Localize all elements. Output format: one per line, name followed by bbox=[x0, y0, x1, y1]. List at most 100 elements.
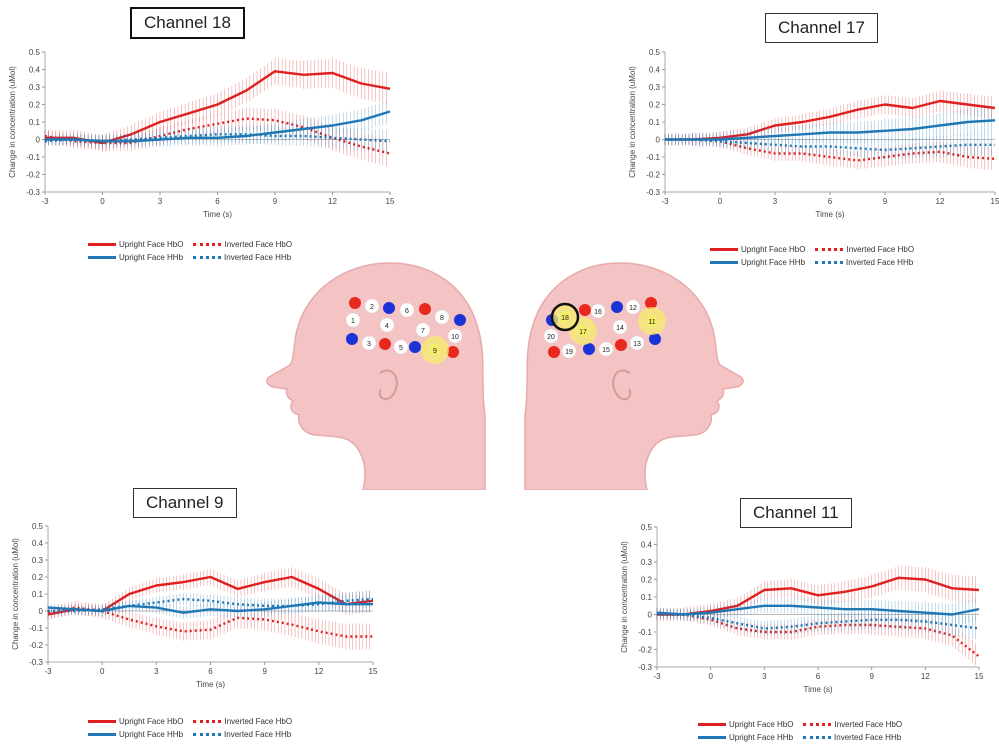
channel-label: 16 bbox=[594, 309, 602, 316]
channel-label: 19 bbox=[565, 349, 573, 356]
head-left-silhouette bbox=[266, 262, 486, 490]
legend-upright-hhb: Upright Face HHb bbox=[729, 733, 794, 742]
x-axis-label: Time (s) bbox=[203, 210, 232, 219]
series-line-1 bbox=[657, 613, 980, 658]
y-tick-label: 0.4 bbox=[32, 539, 44, 548]
series-line-0 bbox=[657, 576, 980, 616]
legend-upright-hbo: Upright Face HbO bbox=[729, 720, 794, 729]
legend-swatch-upright-hhb bbox=[698, 736, 726, 739]
chart-title-channel-9: Channel 9 bbox=[133, 488, 237, 518]
x-tick-label: 0 bbox=[100, 197, 105, 206]
y-tick-label: 0.4 bbox=[29, 66, 41, 75]
y-tick-label: 0.4 bbox=[649, 66, 661, 75]
legend-upright-hbo: Upright Face HbO bbox=[119, 717, 184, 726]
legend-swatch-upright-hhb bbox=[88, 256, 116, 259]
x-tick-label: 6 bbox=[208, 667, 213, 676]
x-tick-label: -3 bbox=[661, 197, 669, 206]
y-tick-label: 0.2 bbox=[649, 101, 661, 110]
channel-marker bbox=[543, 328, 559, 344]
channel-label: 15 bbox=[602, 347, 610, 354]
x-tick-label: 3 bbox=[154, 667, 159, 676]
legend-channel-17: Upright Face HbO Inverted Face HbO Uprigh… bbox=[710, 243, 914, 269]
detector-optode bbox=[649, 333, 661, 345]
legend-swatch-inverted-hbo bbox=[803, 723, 832, 726]
y-tick-label: -0.3 bbox=[638, 663, 652, 672]
channel-marker bbox=[561, 343, 577, 359]
chart-title-channel-11: Channel 11 bbox=[740, 498, 852, 528]
legend-swatch-inverted-hhb bbox=[193, 733, 222, 736]
series-line-1 bbox=[44, 117, 391, 155]
selected-channel-ring bbox=[550, 302, 580, 332]
chart-channel-9-plot: 0.5 0.4 0.3 0.2 0.1 0 -0.1 -0.2 -0.3-3 0 3 6 9 12 15 Ti… bbox=[11, 522, 378, 689]
x-tick-label: 6 bbox=[215, 197, 220, 206]
channel-marker bbox=[415, 322, 431, 338]
series-line-0 bbox=[665, 99, 996, 141]
x-tick-label: 9 bbox=[869, 672, 874, 681]
y-tick-label: -0.2 bbox=[29, 641, 43, 650]
x-tick-label: 9 bbox=[262, 667, 267, 676]
x-tick-label: 12 bbox=[328, 197, 337, 206]
x-tick-label: 15 bbox=[975, 672, 984, 681]
channel-marker bbox=[625, 299, 641, 315]
x-tick-label: -3 bbox=[41, 197, 49, 206]
chart-channel-9: 0.5 0.4 0.3 0.2 0.1 0 -0.1 -0.2 -0.3 -3 0 3 6 9 12 15 Ti… bbox=[0, 495, 400, 705]
error-band-0 bbox=[664, 90, 992, 146]
legend-upright-hbo: Upright Face HbO bbox=[741, 245, 806, 254]
ear-right-icon bbox=[612, 369, 632, 401]
series-line-2 bbox=[656, 604, 980, 616]
y-tick-label: 0.5 bbox=[32, 522, 44, 531]
series-line-2 bbox=[45, 110, 391, 143]
y-tick-label: 0 bbox=[648, 611, 653, 620]
x-tick-label: 9 bbox=[273, 197, 278, 206]
legend-channel-18: Upright Face HbO Inverted Face HbO Uprigh… bbox=[88, 238, 292, 264]
y-axis-label: Change in concentration (uMol) bbox=[8, 66, 17, 178]
channel-marker bbox=[557, 309, 573, 325]
channel-marker bbox=[345, 312, 361, 328]
legend-upright-hhb: Upright Face HHb bbox=[119, 253, 184, 262]
legend-swatch-inverted-hhb bbox=[815, 261, 844, 264]
legend-upright-hbo: Upright Face HbO bbox=[119, 240, 184, 249]
legend-swatch-inverted-hbo bbox=[193, 720, 222, 723]
x-tick-label: 15 bbox=[386, 197, 395, 206]
y-tick-label: -0.2 bbox=[638, 646, 652, 655]
y-tick-label: 0.1 bbox=[29, 118, 41, 127]
channel-label: 10 bbox=[451, 334, 459, 341]
channel-label: 14 bbox=[616, 325, 624, 332]
channel-marker bbox=[399, 302, 415, 318]
chart-channel-11-plot: 0.5 0.4 0.3 0.2 0.1 0 -0.1 -0.2 -0.3-3 0 3 6 9 12 15 Ti… bbox=[620, 523, 984, 694]
x-axis-label: Time (s) bbox=[803, 685, 832, 694]
series-line-3 bbox=[48, 597, 374, 613]
channel-marker bbox=[427, 342, 443, 358]
x-axis-label: Time (s) bbox=[196, 680, 225, 689]
y-tick-label: 0.3 bbox=[649, 83, 661, 92]
source-optode bbox=[447, 346, 459, 358]
channel-marker bbox=[434, 309, 450, 325]
channel-marker bbox=[612, 319, 628, 335]
x-tick-label: 15 bbox=[369, 667, 378, 676]
x-tick-label: 12 bbox=[921, 672, 930, 681]
legend-swatch-inverted-hbo bbox=[193, 243, 222, 246]
x-tick-label: 6 bbox=[816, 672, 821, 681]
x-tick-label: 9 bbox=[883, 197, 888, 206]
source-optode bbox=[645, 297, 657, 309]
series-line-2 bbox=[665, 119, 996, 141]
x-tick-label: 0 bbox=[708, 672, 713, 681]
y-tick-label: 0 bbox=[36, 136, 41, 145]
legend-swatch-upright-hbo bbox=[710, 248, 738, 251]
legend-swatch-inverted-hhb bbox=[803, 736, 832, 739]
y-axis-label: Change in concentration (uMol) bbox=[620, 541, 629, 653]
x-tick-label: 3 bbox=[762, 672, 767, 681]
y-tick-label: 0.5 bbox=[29, 48, 41, 57]
x-tick-label: 12 bbox=[314, 667, 323, 676]
channel-label: 4 bbox=[385, 323, 389, 330]
legend-inverted-hhb: Inverted Face HHb bbox=[834, 733, 902, 742]
legend-channel-11: Upright Face HbO Inverted Face HbO Uprigh… bbox=[698, 718, 902, 744]
detector-optode bbox=[454, 314, 466, 326]
y-tick-label: 0.3 bbox=[641, 558, 653, 567]
y-tick-label: -0.3 bbox=[26, 188, 40, 197]
x-tick-label: -3 bbox=[653, 672, 661, 681]
chart-title-channel-18: Channel 18 bbox=[130, 7, 245, 39]
channel-label: 2 bbox=[370, 304, 374, 311]
legend-swatch-upright-hbo bbox=[698, 723, 726, 726]
